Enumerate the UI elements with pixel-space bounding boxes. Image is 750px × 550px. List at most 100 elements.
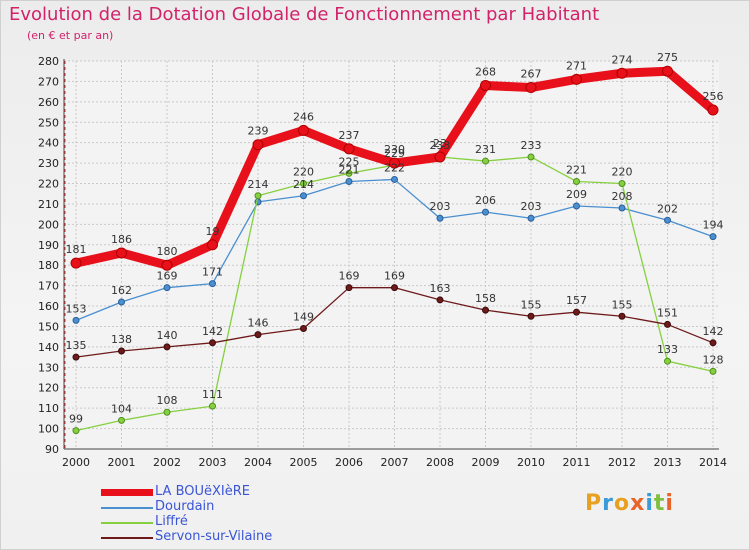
data-point-dourdain xyxy=(436,214,444,222)
y-tick-label: 160 xyxy=(38,300,59,313)
data-label-liffr: 99 xyxy=(69,413,83,426)
data-label-servon-sur-vilaine: 135 xyxy=(66,339,87,352)
data-point-liffr xyxy=(118,416,125,424)
data-point-servon-sur-vilaine xyxy=(527,312,535,320)
legend-swatch-liffre xyxy=(101,522,153,524)
grid-layer xyxy=(64,60,719,450)
data-label-servon-sur-vilaine: 155 xyxy=(521,298,542,311)
x-tick-label: 2007 xyxy=(381,456,409,469)
data-point-la-bou-xi-re xyxy=(207,239,218,251)
data-label-dourdain: 202 xyxy=(657,202,678,215)
x-tick-label: 2014 xyxy=(699,456,727,469)
x-tick-label: 2008 xyxy=(426,456,454,469)
data-point-dourdain xyxy=(209,280,216,288)
data-point-liffr xyxy=(618,180,626,188)
legend-item-dourdain: Dourdain xyxy=(101,499,361,515)
data-point-la-bou-xi-re xyxy=(70,257,82,269)
data-point-dourdain xyxy=(300,192,307,200)
data-label-liffr: 229 xyxy=(384,147,405,160)
data-point-dourdain xyxy=(527,214,535,222)
data-point-la-bou-xi-re xyxy=(161,259,173,271)
data-point-servon-sur-vilaine xyxy=(345,284,353,292)
y-tick-label: 240 xyxy=(38,137,59,150)
data-point-servon-sur-vilaine xyxy=(573,308,580,316)
data-point-la-bou-xi-re xyxy=(571,73,582,85)
series-layer xyxy=(70,65,719,435)
y-tick-label: 270 xyxy=(38,75,59,88)
data-point-dourdain xyxy=(391,175,398,183)
data-label-liffr: 225 xyxy=(339,155,360,168)
data-point-servon-sur-vilaine xyxy=(436,296,444,304)
label-layer: 181 186 180 19 239 246 237 230 23 268 267 271 274 275… xyxy=(66,51,724,425)
data-label-servon-sur-vilaine: 158 xyxy=(475,292,496,305)
data-point-la-bou-xi-re xyxy=(298,124,309,136)
x-tick-label: 2012 xyxy=(608,456,636,469)
data-label-liffr: 220 xyxy=(612,166,633,179)
axis-layer: 90 100 110 120 130 140 150 160 170 180 190 200 210 22… xyxy=(38,55,727,469)
data-label-liffr: 233 xyxy=(521,139,542,152)
data-label-liffr: 220 xyxy=(293,166,314,179)
data-point-liffr xyxy=(573,177,580,185)
x-tick-label: 2009 xyxy=(472,456,500,469)
data-label-la-bou-xi-re: 186 xyxy=(111,233,132,246)
data-label-servon-sur-vilaine: 169 xyxy=(339,270,360,283)
y-tick-label: 170 xyxy=(38,280,59,293)
proxiti-logo: Proxiti xyxy=(585,491,674,516)
data-label-dourdain: 162 xyxy=(111,284,132,297)
y-tick-label: 220 xyxy=(38,178,59,191)
data-point-dourdain xyxy=(345,177,353,185)
data-label-servon-sur-vilaine: 157 xyxy=(566,294,587,307)
data-label-la-bou-xi-re: 181 xyxy=(66,243,87,256)
y-tick-label: 140 xyxy=(38,341,59,354)
data-point-la-bou-xi-re xyxy=(662,65,673,77)
data-label-la-bou-xi-re: 237 xyxy=(339,129,360,142)
data-label-dourdain: 169 xyxy=(157,270,178,283)
data-point-la-bou-xi-re xyxy=(434,151,446,163)
proxiti-logo-letter: i xyxy=(665,491,674,516)
data-label-servon-sur-vilaine: 142 xyxy=(202,325,223,338)
proxiti-logo-letter: P xyxy=(585,491,603,516)
data-point-servon-sur-vilaine xyxy=(482,306,489,314)
data-label-la-bou-xi-re: 239 xyxy=(248,125,269,138)
data-point-la-bou-xi-re xyxy=(389,157,400,169)
data-point-liffr xyxy=(254,192,262,200)
data-label-dourdain: 222 xyxy=(384,161,405,174)
y-tick-label: 110 xyxy=(38,402,59,415)
data-point-liffr xyxy=(209,402,216,410)
data-label-liffr: 221 xyxy=(566,163,587,176)
data-point-servon-sur-vilaine xyxy=(391,284,398,292)
data-point-liffr xyxy=(163,408,171,416)
data-label-dourdain: 203 xyxy=(521,200,542,213)
data-label-servon-sur-vilaine: 169 xyxy=(384,270,405,283)
x-tick-label: 2011 xyxy=(563,456,591,469)
x-tick-label: 2004 xyxy=(244,456,272,469)
data-point-liffr xyxy=(664,357,671,365)
legend: LA BOUëXIèRE Dourdain Liffré Servon-sur-… xyxy=(101,484,361,545)
data-point-la-bou-xi-re xyxy=(252,139,264,151)
data-label-servon-sur-vilaine: 149 xyxy=(293,311,314,324)
data-label-la-bou-xi-re: 230 xyxy=(384,143,405,156)
y-tick-label: 180 xyxy=(38,259,59,272)
data-label-dourdain: 206 xyxy=(475,194,496,207)
data-point-dourdain xyxy=(618,204,626,212)
legend-swatch-servon-sur-vilaine xyxy=(101,537,153,539)
data-point-servon-sur-vilaine xyxy=(209,339,216,347)
data-label-la-bou-xi-re: 275 xyxy=(657,51,678,64)
data-label-servon-sur-vilaine: 140 xyxy=(157,329,178,342)
y-tick-label: 130 xyxy=(38,361,59,374)
proxiti-logo-letter: r xyxy=(602,491,614,516)
data-label-dourdain: 208 xyxy=(612,190,633,203)
legend-item-servon-sur-vilaine: Servon-sur-Vilaine xyxy=(101,529,361,545)
data-label-servon-sur-vilaine: 146 xyxy=(248,317,269,330)
data-label-liffr: 133 xyxy=(657,343,678,356)
y-tick-label: 90 xyxy=(45,443,59,456)
x-tick-label: 2000 xyxy=(62,456,90,469)
y-tick-label: 150 xyxy=(38,320,59,333)
y-tick-label: 210 xyxy=(38,198,59,211)
y-tick-label: 260 xyxy=(38,96,59,109)
x-tick-label: 2003 xyxy=(199,456,227,469)
y-tick-label: 200 xyxy=(38,218,59,231)
x-tick-label: 2006 xyxy=(335,456,363,469)
